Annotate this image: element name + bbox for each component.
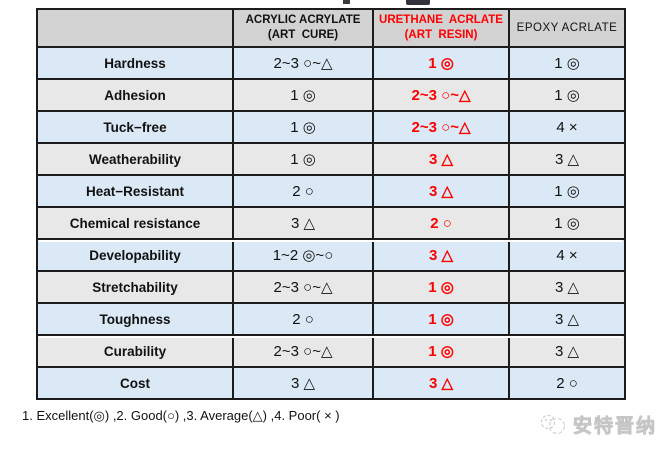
acrylic-cell: 3 △ xyxy=(232,206,374,240)
table-row: Stretchability 2~3 ○~△ 1 ◎ 3 △ xyxy=(36,270,626,304)
urethane-cell: 1 ◎ xyxy=(372,270,510,304)
table-row: Adhesion 1 ◎ 2~3 ○~△ 1 ◎ xyxy=(36,78,626,112)
urethane-cell: 3 △ xyxy=(372,142,510,176)
epoxy-cell: 3 △ xyxy=(508,334,626,368)
acrylic-cell: 1 ◎ xyxy=(232,110,374,144)
property-cell: Adhesion xyxy=(36,78,234,112)
brand-logo-icon xyxy=(538,413,568,437)
epoxy-cell: 1 ◎ xyxy=(508,206,626,240)
watermark: 安特晋纳 xyxy=(538,411,657,438)
table-header-row: ACRYLIC ACRYLATE (ART CURE) URETHANE ACR… xyxy=(36,8,626,48)
header-urethane-acrylate: URETHANE ACRLATE (ART RESIN) xyxy=(372,8,510,48)
epoxy-cell: 3 △ xyxy=(508,142,626,176)
header-acrylic-label: ACRYLIC ACRYLATE xyxy=(245,14,361,27)
table-row: Developability 1~2 ◎~○ 3 △ 4 × xyxy=(36,238,626,272)
epoxy-cell: 4 × xyxy=(508,238,626,272)
epoxy-cell: 1 ◎ xyxy=(508,46,626,80)
epoxy-cell: 1 ◎ xyxy=(508,78,626,112)
acrylic-cell: 2~3 ○~△ xyxy=(232,270,374,304)
property-cell: Chemical resistance xyxy=(36,206,234,240)
property-cell: Stretchability xyxy=(36,270,234,304)
table-row: Weatherability 1 ◎ 3 △ 3 △ xyxy=(36,142,626,176)
property-cell: Hardness xyxy=(36,46,234,80)
image-slice-seam xyxy=(39,240,622,242)
property-cell: Weatherability xyxy=(36,142,234,176)
property-cell: Developability xyxy=(36,238,234,272)
watermark-text: 安特晋纳 xyxy=(572,416,657,438)
urethane-cell: 1 ◎ xyxy=(372,334,510,368)
epoxy-cell: 3 △ xyxy=(508,302,626,336)
acrylic-cell: 1~2 ◎~○ xyxy=(232,238,374,272)
header-property xyxy=(36,8,234,48)
header-acrylic-acrylate: ACRYLIC ACRYLATE (ART CURE) xyxy=(232,8,374,48)
acrylic-cell: 2 ○ xyxy=(232,302,374,336)
acrylic-cell: 2~3 ○~△ xyxy=(232,334,374,368)
epoxy-cell: 2 ○ xyxy=(508,366,626,400)
property-cell: Curability xyxy=(36,334,234,368)
acrylic-cell: 1 ◎ xyxy=(232,142,374,176)
table-row: Toughness 2 ○ 1 ◎ 3 △ xyxy=(36,302,626,336)
acrylic-cell: 2~3 ○~△ xyxy=(232,46,374,80)
cropped-title-remnant xyxy=(343,0,350,4)
urethane-cell: 2~3 ○~△ xyxy=(372,110,510,144)
property-cell: Cost xyxy=(36,366,234,400)
header-urethane-label: URETHANE ACRLATE xyxy=(379,14,503,27)
legend-text: 1. Excellent(◎) ,2. Good(○) ,3. Average(… xyxy=(22,408,340,423)
cropped-title-remnant xyxy=(406,0,430,5)
header-epoxy-acrylate: EPOXY ACRLATE xyxy=(508,8,626,48)
table-row: Curability 2~3 ○~△ 1 ◎ 3 △ xyxy=(36,334,626,368)
property-cell: Tuck−free xyxy=(36,110,234,144)
acrylic-cell: 3 △ xyxy=(232,366,374,400)
acrylic-cell: 2 ○ xyxy=(232,174,374,208)
urethane-cell: 2 ○ xyxy=(372,206,510,240)
epoxy-cell: 4 × xyxy=(508,110,626,144)
epoxy-cell: 3 △ xyxy=(508,270,626,304)
urethane-cell: 2~3 ○~△ xyxy=(372,78,510,112)
property-cell: Heat−Resistant xyxy=(36,174,234,208)
urethane-cell: 1 ◎ xyxy=(372,46,510,80)
header-urethane-sublabel: (ART RESIN) xyxy=(404,29,478,41)
property-cell: Toughness xyxy=(36,302,234,336)
image-slice-seam xyxy=(39,336,622,338)
table-row: Chemical resistance 3 △ 2 ○ 1 ◎ xyxy=(36,206,626,240)
epoxy-cell: 1 ◎ xyxy=(508,174,626,208)
table-row: Tuck−free 1 ◎ 2~3 ○~△ 4 × xyxy=(36,110,626,144)
acrylic-cell: 1 ◎ xyxy=(232,78,374,112)
urethane-cell: 3 △ xyxy=(372,174,510,208)
urethane-cell: 3 △ xyxy=(372,238,510,272)
header-acrylic-sublabel: (ART CURE) xyxy=(267,29,339,41)
table-row: Hardness 2~3 ○~△ 1 ◎ 1 ◎ xyxy=(36,46,626,80)
comparison-table: ACRYLIC ACRYLATE (ART CURE) URETHANE ACR… xyxy=(36,8,626,400)
urethane-cell: 3 △ xyxy=(372,366,510,400)
urethane-cell: 1 ◎ xyxy=(372,302,510,336)
table-row: Cost 3 △ 3 △ 2 ○ xyxy=(36,366,626,400)
table-row: Heat−Resistant 2 ○ 3 △ 1 ◎ xyxy=(36,174,626,208)
